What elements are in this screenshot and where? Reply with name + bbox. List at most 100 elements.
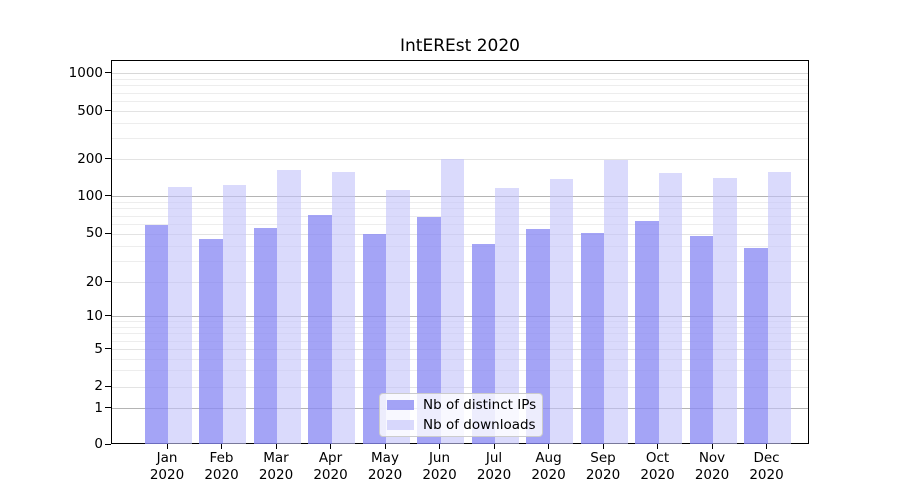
x-tick-month: Sep [590, 450, 616, 466]
bar-distinct-ips [744, 247, 768, 444]
x-tick-label: Feb 2020 [194, 450, 250, 484]
legend-swatch-distinct-ips [387, 400, 414, 410]
y-axis-tick [105, 385, 111, 387]
x-tick-label: Oct 2020 [630, 450, 686, 484]
x-tick-month: Mar [263, 450, 289, 466]
y-tick-label: 2 [94, 378, 103, 395]
x-tick-month: Apr [318, 450, 343, 466]
gridline [112, 92, 808, 94]
bar-distinct-ips [362, 234, 386, 444]
bar-downloads [658, 173, 682, 444]
x-axis-tick [330, 444, 331, 449]
legend-swatch-downloads [387, 420, 414, 430]
gridline [112, 123, 808, 125]
x-tick-month: Dec [753, 450, 780, 466]
x-tick-month: Jun [428, 450, 451, 466]
x-tick-label: Apr 2020 [303, 450, 359, 484]
bar-downloads [440, 158, 464, 444]
bar-downloads [549, 178, 573, 444]
x-tick-month: May [371, 450, 399, 466]
bar-distinct-ips [635, 220, 659, 444]
x-tick-year: 2020 [258, 467, 294, 483]
x-tick-label: Nov 2020 [684, 450, 740, 484]
x-tick-year: 2020 [422, 467, 457, 483]
y-tick-label: 200 [77, 150, 103, 167]
bar-distinct-ips [253, 228, 277, 444]
x-tick-label: Jul 2020 [466, 450, 522, 484]
bar-distinct-ips [417, 216, 441, 444]
y-tick-label: 100 [77, 187, 103, 204]
y-axis-tick [105, 281, 111, 283]
y-axis-tick [105, 72, 111, 74]
y-tick-label: 20 [85, 273, 103, 290]
x-tick-label: Jun 2020 [412, 450, 468, 484]
bar-downloads [386, 189, 410, 444]
bar-distinct-ips [144, 224, 168, 444]
x-axis-tick [493, 444, 495, 449]
x-tick-month: Feb [209, 450, 234, 466]
bar-downloads [168, 187, 192, 444]
x-tick-month: Jul [485, 450, 503, 466]
x-axis-tick [384, 444, 386, 449]
bar-downloads [604, 159, 628, 444]
bar-distinct-ips [526, 229, 550, 444]
y-tick-label: 10 [85, 307, 103, 324]
y-axis-tick [105, 443, 111, 445]
x-tick-year: 2020 [204, 467, 239, 483]
x-tick-label: Dec 2020 [739, 450, 795, 484]
x-tick-label: May 2020 [357, 450, 413, 484]
x-axis-tick [548, 444, 549, 449]
legend: Nb of distinct IPs Nb of downloads [379, 393, 543, 437]
y-tick-label: 5 [94, 340, 103, 357]
x-axis-tick [602, 444, 604, 449]
legend-label-downloads: Nb of downloads [423, 417, 536, 433]
chart-title: IntEREst 2020 [400, 36, 520, 56]
x-tick-label: Jan 2020 [139, 450, 195, 484]
x-tick-year: 2020 [149, 467, 185, 483]
y-axis-tick [105, 195, 111, 196]
bar-downloads [222, 185, 246, 444]
bar-distinct-ips [580, 233, 604, 444]
x-axis-tick [766, 444, 767, 449]
gridline [112, 85, 808, 87]
y-tick-label: 1 [94, 399, 103, 416]
plot-area [111, 60, 809, 444]
bar-distinct-ips [308, 214, 332, 444]
x-axis-tick [221, 444, 222, 449]
bar-distinct-ips [689, 235, 713, 444]
bar-distinct-ips [199, 238, 223, 444]
x-tick-year: 2020 [585, 467, 621, 483]
x-axis-tick [657, 444, 658, 449]
x-axis-tick [275, 444, 277, 449]
y-tick-label: 500 [77, 102, 103, 119]
x-tick-label: Aug 2020 [521, 450, 577, 484]
legend-label-distinct-ips: Nb of distinct IPs [423, 397, 537, 413]
y-axis-tick [105, 407, 111, 409]
gridline [112, 101, 808, 103]
legend-row: Nb of distinct IPs [387, 397, 542, 414]
x-tick-year: 2020 [694, 467, 730, 483]
x-axis-tick [166, 444, 168, 449]
bar-downloads [495, 188, 519, 444]
x-tick-month: Oct [645, 450, 670, 466]
x-tick-year: 2020 [531, 467, 566, 483]
x-axis-tick [711, 444, 713, 449]
x-axis-tick [439, 444, 440, 449]
x-tick-year: 2020 [476, 467, 512, 483]
x-tick-year: 2020 [749, 467, 784, 483]
x-tick-year: 2020 [640, 467, 675, 483]
y-tick-label: 0 [94, 436, 103, 452]
y-tick-label: 1000 [68, 64, 103, 81]
gridline [112, 73, 808, 75]
y-tick-label: 50 [85, 225, 103, 242]
bar-downloads [331, 172, 355, 444]
y-axis-tick [105, 232, 111, 234]
gridline [112, 111, 808, 113]
gridline [112, 78, 808, 80]
y-axis-tick [105, 110, 111, 112]
bar-downloads [767, 171, 791, 444]
bar-downloads [713, 177, 737, 444]
bar-downloads [277, 170, 301, 444]
x-tick-label: Sep 2020 [575, 450, 631, 484]
